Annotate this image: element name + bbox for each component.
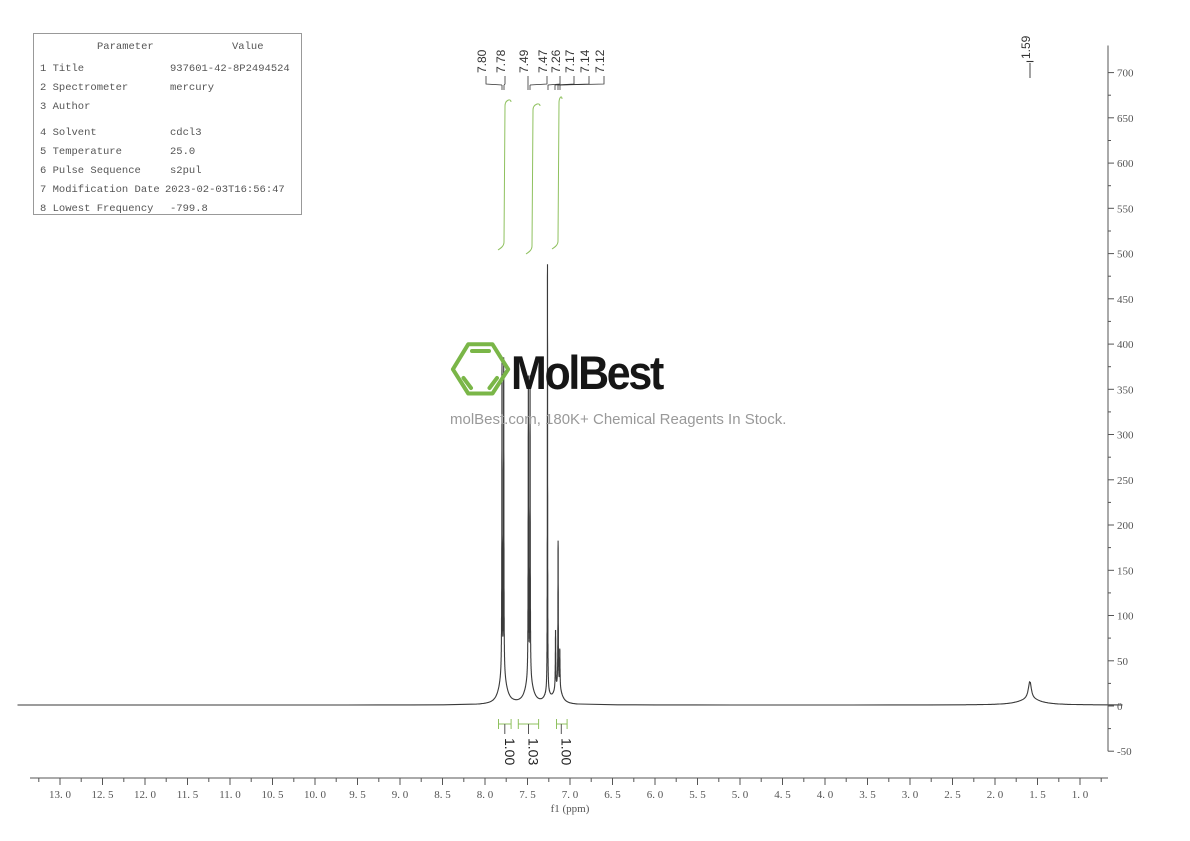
svg-text:-50: -50 <box>1117 746 1132 758</box>
svg-text:6. 5: 6. 5 <box>604 789 621 801</box>
svg-text:1.00: 1.00 <box>558 738 574 765</box>
svg-text:10. 5: 10. 5 <box>262 789 285 801</box>
svg-text:500: 500 <box>1117 249 1134 261</box>
svg-text:5. 0: 5. 0 <box>732 789 749 801</box>
svg-text:550: 550 <box>1117 203 1134 215</box>
svg-text:150: 150 <box>1117 565 1134 577</box>
svg-text:10. 0: 10. 0 <box>304 789 327 801</box>
svg-text:350: 350 <box>1117 384 1134 396</box>
svg-text:7.49: 7.49 <box>517 49 531 73</box>
svg-text:2. 5: 2. 5 <box>944 789 961 801</box>
svg-text:7. 5: 7. 5 <box>519 789 536 801</box>
svg-text:4. 5: 4. 5 <box>774 789 791 801</box>
svg-text:f1 (ppm): f1 (ppm) <box>551 803 590 815</box>
svg-text:50: 50 <box>1117 656 1129 668</box>
svg-text:7.78: 7.78 <box>494 49 508 73</box>
svg-text:7.14: 7.14 <box>578 49 592 73</box>
svg-text:1.00: 1.00 <box>502 738 518 765</box>
svg-text:7.26: 7.26 <box>549 49 563 73</box>
svg-text:7.47: 7.47 <box>536 49 550 73</box>
svg-text:7.17: 7.17 <box>563 49 577 73</box>
svg-text:650: 650 <box>1117 113 1134 125</box>
svg-text:450: 450 <box>1117 294 1134 306</box>
svg-text:300: 300 <box>1117 430 1134 442</box>
svg-text:8. 5: 8. 5 <box>434 789 451 801</box>
svg-text:3. 5: 3. 5 <box>859 789 876 801</box>
svg-text:0: 0 <box>1117 701 1123 713</box>
svg-text:5. 5: 5. 5 <box>689 789 706 801</box>
svg-text:3. 0: 3. 0 <box>902 789 919 801</box>
svg-text:molBest.com, 180K+ Chemical Re: molBest.com, 180K+ Chemical Reagents In … <box>450 411 786 428</box>
svg-text:1. 5: 1. 5 <box>1029 789 1046 801</box>
svg-text:250: 250 <box>1117 475 1134 487</box>
svg-text:11. 0: 11. 0 <box>219 789 241 801</box>
svg-text:12. 0: 12. 0 <box>134 789 157 801</box>
svg-text:MolBest: MolBest <box>511 346 665 399</box>
svg-text:200: 200 <box>1117 520 1134 532</box>
svg-text:100: 100 <box>1117 611 1134 623</box>
svg-text:13. 0: 13. 0 <box>49 789 72 801</box>
svg-text:700: 700 <box>1117 68 1134 80</box>
svg-text:6. 0: 6. 0 <box>647 789 664 801</box>
svg-text:8. 0: 8. 0 <box>477 789 494 801</box>
svg-text:2. 0: 2. 0 <box>987 789 1004 801</box>
svg-text:11. 5: 11. 5 <box>177 789 199 801</box>
svg-text:1.03: 1.03 <box>526 738 542 765</box>
svg-text:600: 600 <box>1117 158 1134 170</box>
svg-text:400: 400 <box>1117 339 1134 351</box>
svg-text:9. 0: 9. 0 <box>392 789 409 801</box>
svg-text:1.59: 1.59 <box>1019 35 1033 59</box>
svg-text:9. 5: 9. 5 <box>349 789 366 801</box>
svg-text:1. 0: 1. 0 <box>1072 789 1089 801</box>
svg-text:7.80: 7.80 <box>475 49 489 73</box>
svg-text:4. 0: 4. 0 <box>817 789 834 801</box>
svg-text:12. 5: 12. 5 <box>92 789 115 801</box>
svg-text:7. 0: 7. 0 <box>562 789 579 801</box>
svg-text:7.12: 7.12 <box>593 49 607 73</box>
